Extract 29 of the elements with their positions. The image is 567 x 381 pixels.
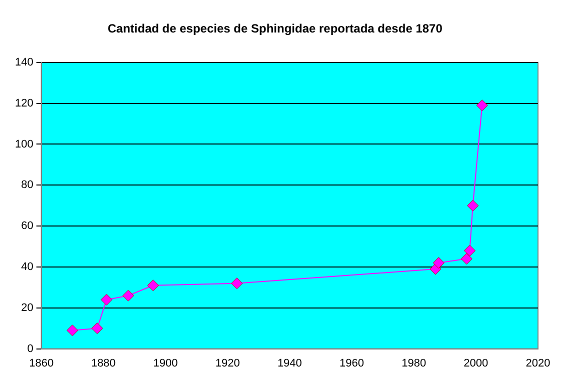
x-tick-label: 1940 [277, 357, 302, 370]
x-tick-label: 2020 [526, 357, 550, 370]
point [467, 200, 479, 212]
point [231, 278, 243, 290]
y-tick-label: 0 [27, 342, 34, 355]
x-tick-label: 1920 [215, 357, 240, 370]
x-tick-label: 1980 [402, 357, 426, 370]
y-tick-label: 100 [14, 138, 34, 150]
y-tick-label: 140 [14, 56, 34, 68]
y-tick-label: 120 [14, 97, 34, 110]
point [91, 322, 103, 334]
x-tick-label: 1860 [29, 357, 54, 370]
y-tick-label: 80 [21, 179, 34, 192]
point [122, 290, 134, 302]
y-tick-label: 60 [21, 220, 34, 232]
x-tick-label: 2000 [464, 357, 488, 370]
point [100, 294, 112, 306]
y-tick-label: 40 [21, 261, 34, 274]
y-tick-label: 20 [21, 302, 34, 314]
chart-title: Cantidad de especies de Sphingidae reportada desde 1870 [108, 22, 443, 36]
x-tick-label: 1900 [153, 357, 178, 370]
point [432, 257, 444, 269]
point [460, 253, 472, 265]
point [476, 100, 488, 112]
point [147, 280, 159, 292]
point [464, 244, 476, 256]
x-tick-label: 1960 [340, 357, 364, 370]
point [66, 324, 78, 336]
x-tick-label: 1880 [91, 357, 116, 370]
